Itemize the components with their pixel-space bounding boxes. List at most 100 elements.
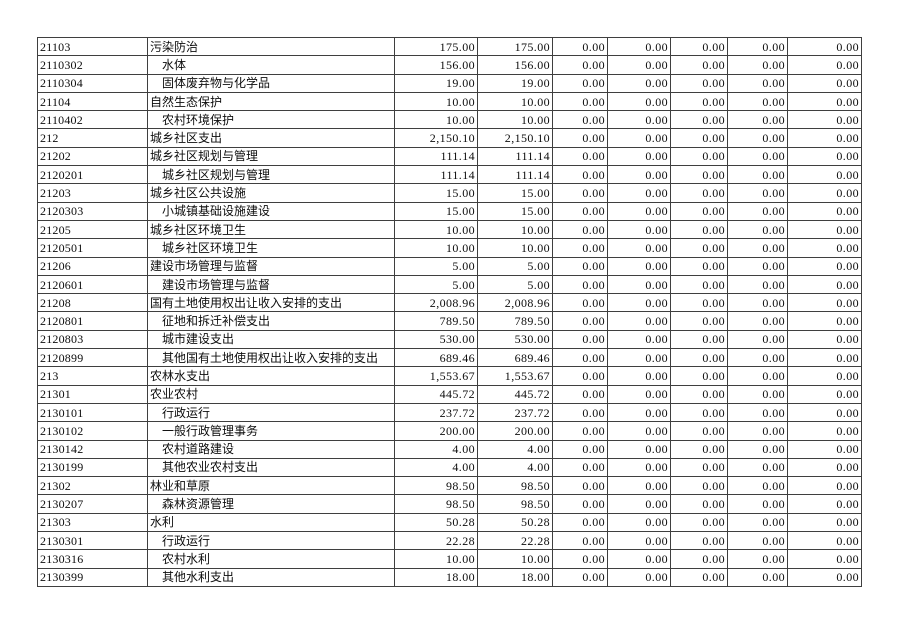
code-cell: 2120801	[37, 311, 148, 331]
amount-cell: 0.00	[787, 567, 862, 587]
code-cell: 21202	[37, 146, 148, 167]
amount-cell: 0.00	[552, 183, 608, 203]
amount-cell: 98.50	[477, 494, 553, 514]
code-cell: 212	[37, 128, 148, 148]
code-cell: 21303	[37, 512, 148, 533]
amount-cell: 0.00	[552, 531, 608, 551]
table-row: 2120801 征地和拆迁补偿支出 789.50 789.50 0.00 0.00 0.00…	[37, 311, 862, 331]
amount-cell: 0.00	[727, 512, 788, 533]
table-row: 2130199 其他农业农村支出 4.00 4.00 0.00 0.00 0.00 0.00 0…	[37, 457, 862, 478]
amount-cell: 200.00	[394, 421, 478, 441]
name-cell: 城乡社区规划与管理	[147, 146, 395, 167]
amount-cell: 0.00	[787, 494, 862, 514]
amount-cell: 0.00	[552, 476, 608, 496]
code-cell: 2130316	[37, 549, 148, 569]
amount-cell: 2,008.96	[477, 293, 553, 313]
amount-cell: 1,553.67	[394, 366, 478, 386]
name-cell: 农林水支出	[147, 366, 395, 386]
amount-cell: 0.00	[552, 293, 608, 313]
amount-cell: 22.28	[477, 531, 553, 551]
amount-cell: 1,553.67	[477, 366, 553, 386]
amount-cell: 18.00	[477, 567, 553, 587]
amount-cell: 111.14	[477, 165, 553, 185]
amount-cell: 0.00	[670, 512, 728, 533]
amount-cell: 200.00	[477, 421, 553, 441]
amount-cell: 0.00	[787, 128, 862, 148]
amount-cell: 0.00	[607, 110, 671, 130]
table-row: 2120303 小城镇基础设施建设 15.00 15.00 0.00 0.00 0.00 0.…	[37, 201, 862, 221]
amount-cell: 0.00	[670, 494, 728, 514]
amount-cell: 789.50	[394, 311, 478, 331]
amount-cell: 0.00	[727, 256, 788, 276]
amount-cell: 0.00	[607, 457, 671, 478]
amount-cell: 0.00	[552, 512, 608, 533]
amount-cell: 0.00	[727, 384, 788, 404]
amount-cell: 4.00	[477, 457, 553, 478]
amount-cell: 0.00	[787, 201, 862, 221]
amount-cell: 111.14	[394, 165, 478, 185]
code-cell: 2130101	[37, 402, 148, 423]
amount-cell: 4.00	[394, 457, 478, 478]
amount-cell: 0.00	[787, 348, 862, 368]
amount-cell: 0.00	[670, 567, 728, 587]
amount-cell: 0.00	[552, 567, 608, 587]
amount-cell: 0.00	[552, 366, 608, 386]
amount-cell: 0.00	[727, 348, 788, 368]
amount-cell: 0.00	[670, 421, 728, 441]
name-cell: 城市建设支出	[147, 329, 395, 350]
table-row: 2110304 固体废弃物与化学品 19.00 19.00 0.00 0.00 0.00 0.…	[37, 73, 862, 93]
amount-cell: 19.00	[477, 73, 553, 93]
name-cell: 农村水利	[147, 549, 395, 569]
amount-cell: 0.00	[670, 219, 728, 240]
amount-cell: 789.50	[477, 311, 553, 331]
table-row: 2120899 其他国有土地使用权出让收入安排的支出 689.46 689.46 0.0…	[37, 348, 862, 368]
amount-cell: 0.00	[787, 402, 862, 423]
name-cell: 行政运行	[147, 531, 395, 551]
amount-cell: 0.00	[607, 494, 671, 514]
amount-cell: 689.46	[394, 348, 478, 368]
amount-cell: 530.00	[394, 329, 478, 350]
amount-cell: 0.00	[787, 384, 862, 404]
amount-cell: 0.00	[670, 201, 728, 221]
code-cell: 213	[37, 366, 148, 386]
amount-cell: 0.00	[787, 36, 862, 57]
amount-cell: 0.00	[787, 238, 862, 258]
amount-cell: 0.00	[552, 457, 608, 478]
amount-cell: 0.00	[552, 402, 608, 423]
amount-cell: 0.00	[727, 219, 788, 240]
name-cell: 城乡社区规划与管理	[147, 165, 395, 185]
code-cell: 2130207	[37, 494, 148, 514]
amount-cell: 0.00	[552, 165, 608, 185]
amount-cell: 156.00	[394, 55, 478, 75]
table-row: 21302 林业和草原 98.50 98.50 0.00 0.00 0.00 0.00 0.00	[37, 476, 862, 496]
amount-cell: 0.00	[787, 55, 862, 75]
amount-cell: 0.00	[727, 146, 788, 167]
amount-cell: 10.00	[394, 238, 478, 258]
table-row: 21206 建设市场管理与监督 5.00 5.00 0.00 0.00 0.00 0.00 0.…	[37, 256, 862, 276]
name-cell: 水体	[147, 55, 395, 75]
code-cell: 21206	[37, 256, 148, 276]
amount-cell: 0.00	[552, 36, 608, 57]
amount-cell: 0.00	[607, 421, 671, 441]
amount-cell: 50.28	[394, 512, 478, 533]
amount-cell: 0.00	[727, 494, 788, 514]
amount-cell: 0.00	[552, 384, 608, 404]
amount-cell: 0.00	[727, 91, 788, 112]
amount-cell: 0.00	[607, 348, 671, 368]
amount-cell: 0.00	[607, 567, 671, 587]
amount-cell: 0.00	[607, 91, 671, 112]
amount-cell: 0.00	[787, 531, 862, 551]
amount-cell: 0.00	[607, 274, 671, 295]
table-row: 2130142 农村道路建设 4.00 4.00 0.00 0.00 0.00 0.00 0.0…	[37, 439, 862, 459]
name-cell: 农村环境保护	[147, 110, 395, 130]
name-cell: 城乡社区公共设施	[147, 183, 395, 203]
code-cell: 21104	[37, 91, 148, 112]
name-cell: 其他国有土地使用权出让收入安排的支出	[147, 348, 395, 368]
code-cell: 21208	[37, 293, 148, 313]
name-cell: 农业农村	[147, 384, 395, 404]
table-row: 21202 城乡社区规划与管理 111.14 111.14 0.00 0.00 0.00 0.…	[37, 146, 862, 167]
amount-cell: 0.00	[670, 366, 728, 386]
amount-cell: 0.00	[552, 311, 608, 331]
amount-cell: 0.00	[670, 183, 728, 203]
amount-cell: 0.00	[727, 293, 788, 313]
